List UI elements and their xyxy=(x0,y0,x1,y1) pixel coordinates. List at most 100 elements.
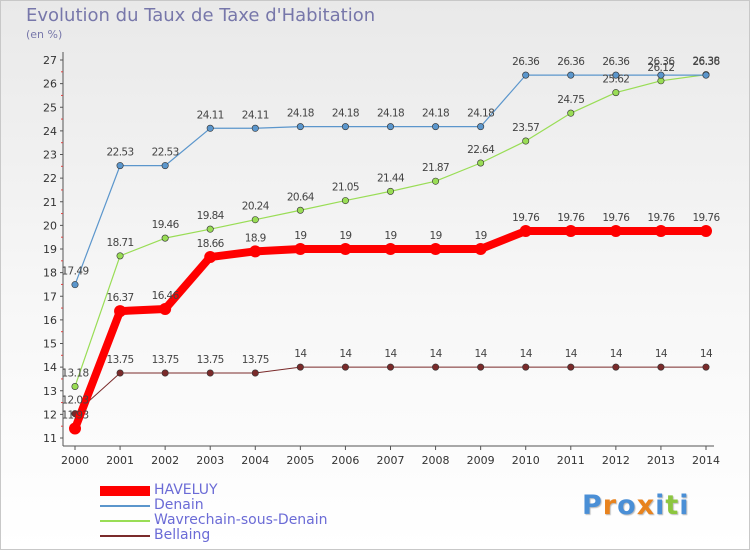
data-point-bellaing xyxy=(161,369,169,377)
data-label-haveluy: 18.66 xyxy=(197,238,225,250)
data-label-bellaing: 14 xyxy=(294,348,307,360)
data-point-haveluy xyxy=(384,243,397,255)
y-tick-label: 21 xyxy=(43,196,57,209)
chart-unit: (en %) xyxy=(26,28,63,41)
data-label-haveluy: 19 xyxy=(294,230,306,242)
x-tick-label: 2007 xyxy=(377,454,405,467)
data-point-bellaing xyxy=(206,369,214,377)
x-tick-label: 2000 xyxy=(61,454,89,467)
data-label-wavrechain-sous-denain: 23.57 xyxy=(512,122,539,134)
data-point-wavrechain-sous-denain xyxy=(341,197,349,205)
proxiti-logo: Proxiti xyxy=(582,490,690,521)
y-tick-label: 20 xyxy=(43,219,57,232)
data-point-denain xyxy=(567,71,575,79)
x-tick-label: 2011 xyxy=(557,454,585,467)
data-label-bellaing: 14 xyxy=(520,348,533,360)
data-label-bellaing: 13.75 xyxy=(197,354,224,366)
data-label-denain: 24.18 xyxy=(332,108,359,120)
data-point-denain xyxy=(477,123,485,131)
data-label-denain: 22.53 xyxy=(107,147,134,159)
y-tick-label: 14 xyxy=(43,361,57,374)
data-label-haveluy: 19 xyxy=(475,230,487,242)
data-point-haveluy xyxy=(654,225,667,238)
data-label-haveluy: 18.9 xyxy=(245,232,266,244)
data-point-bellaing xyxy=(612,363,620,371)
data-label-denain: 26.36 xyxy=(557,56,585,68)
data-point-haveluy xyxy=(700,225,712,238)
x-tick-label: 2005 xyxy=(286,454,314,467)
data-label-denain: 26.36 xyxy=(512,56,540,68)
data-point-wavrechain-sous-denain xyxy=(477,159,485,167)
data-point-bellaing xyxy=(522,363,530,371)
data-point-denain xyxy=(522,71,530,79)
data-point-wavrechain-sous-denain xyxy=(296,206,304,214)
data-label-denain: 26.36 xyxy=(647,56,675,68)
data-point-haveluy xyxy=(294,243,307,255)
data-point-denain xyxy=(251,124,259,132)
x-tick-label: 2001 xyxy=(106,454,134,467)
legend-swatch-denain xyxy=(100,505,150,507)
data-point-denain xyxy=(702,71,710,79)
data-point-wavrechain-sous-denain xyxy=(567,109,575,117)
data-label-wavrechain-sous-denain: 13.18 xyxy=(61,367,88,379)
data-label-denain: 24.18 xyxy=(467,108,494,120)
series-line-bellaing xyxy=(74,366,707,415)
data-label-wavrechain-sous-denain: 26.12 xyxy=(647,62,674,74)
data-label-denain: 22.53 xyxy=(152,147,179,159)
data-label-haveluy: 19.76 xyxy=(647,212,675,224)
data-label-denain: 24.11 xyxy=(242,109,269,121)
data-label-wavrechain-sous-denain: 25.62 xyxy=(602,74,629,86)
legend-label-denain: Denain xyxy=(154,497,204,513)
data-label-bellaing: 14 xyxy=(700,348,713,360)
data-point-denain xyxy=(432,123,440,131)
data-point-denain xyxy=(657,71,665,79)
y-tick-label: 13 xyxy=(43,385,57,398)
data-label-haveluy: 19.76 xyxy=(557,212,585,224)
data-point-haveluy xyxy=(564,225,577,238)
legend-swatch-haveluy xyxy=(100,486,150,496)
data-label-wavrechain-sous-denain: 21.05 xyxy=(332,182,359,194)
data-label-denain: 24.18 xyxy=(287,108,314,120)
data-label-wavrechain-sous-denain: 21.44 xyxy=(377,172,405,184)
data-point-denain xyxy=(612,71,620,79)
y-tick-label: 12 xyxy=(43,408,57,421)
x-tick-label: 2013 xyxy=(647,454,675,467)
data-point-bellaing xyxy=(657,363,665,371)
data-point-haveluy xyxy=(474,243,487,255)
data-point-bellaing xyxy=(386,363,394,371)
data-point-haveluy xyxy=(249,245,262,258)
y-tick-label: 26 xyxy=(43,78,57,91)
x-tick-label: 2003 xyxy=(196,454,224,467)
y-tick-label: 22 xyxy=(43,172,57,185)
data-label-haveluy: 19.76 xyxy=(692,212,720,224)
data-point-denain xyxy=(296,123,304,131)
x-tick-label: 2002 xyxy=(151,454,179,467)
data-label-haveluy: 19.76 xyxy=(602,212,630,224)
y-tick-label: 15 xyxy=(43,338,57,351)
data-point-denain xyxy=(116,162,124,170)
data-point-wavrechain-sous-denain xyxy=(522,137,530,145)
data-point-denain xyxy=(341,123,349,131)
data-label-wavrechain-sous-denain: 20.24 xyxy=(242,201,270,213)
chart-series xyxy=(69,71,712,435)
data-label-wavrechain-sous-denain: 18.71 xyxy=(107,237,134,249)
y-tick-label: 16 xyxy=(43,314,57,327)
data-label-denain: 24.18 xyxy=(422,108,449,120)
legend-swatch-wavrechain-sous-denain xyxy=(100,520,150,522)
data-point-wavrechain-sous-denain xyxy=(71,382,79,390)
data-point-denain xyxy=(386,123,394,131)
data-point-bellaing xyxy=(251,369,259,377)
data-label-denain: 24.11 xyxy=(197,109,224,121)
legend-label-bellaing: Bellaing xyxy=(154,527,211,543)
data-point-haveluy xyxy=(609,225,622,238)
data-label-bellaing: 13.75 xyxy=(242,354,269,366)
data-label-bellaing: 14 xyxy=(610,348,623,360)
data-label-haveluy: 16.46 xyxy=(152,290,180,302)
data-point-denain xyxy=(161,162,169,170)
y-tick-label: 11 xyxy=(43,432,57,445)
y-tick-label: 25 xyxy=(43,101,57,114)
data-label-haveluy: 19.76 xyxy=(512,212,540,224)
x-tick-label: 2008 xyxy=(422,454,450,467)
y-tick-label: 23 xyxy=(43,149,57,162)
